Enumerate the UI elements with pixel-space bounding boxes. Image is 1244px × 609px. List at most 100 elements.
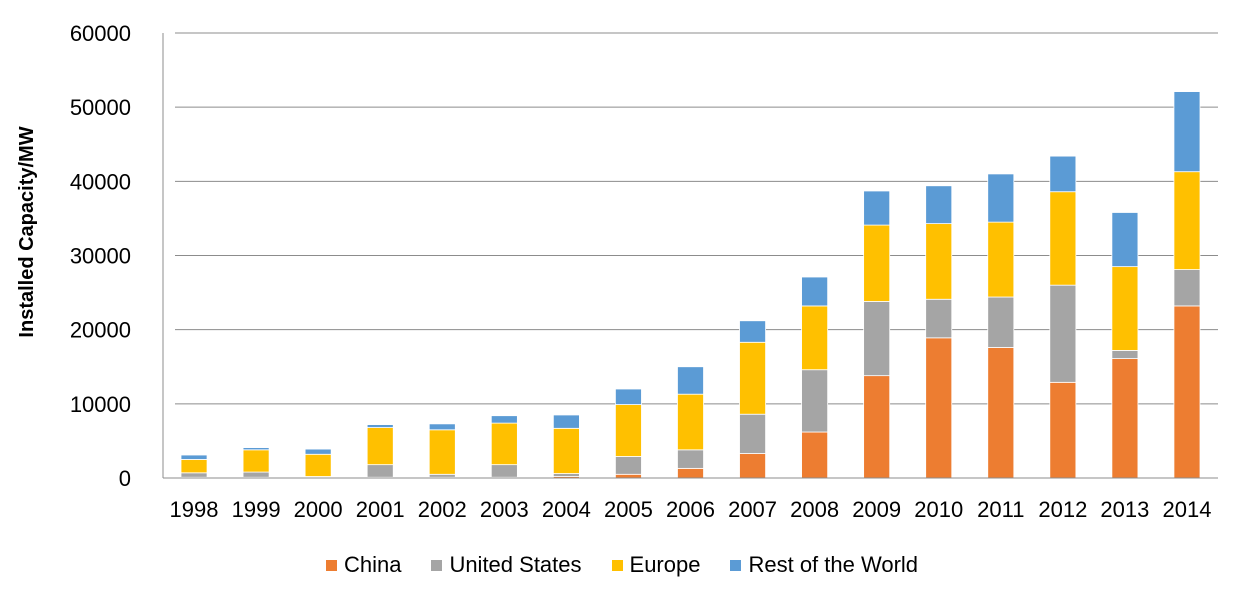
x-tick-label: 1998 — [170, 497, 219, 522]
x-tick-label: 2008 — [790, 497, 839, 522]
x-tick-label: 2012 — [1038, 497, 1087, 522]
bar-segment-rest-of-the-world — [366, 424, 394, 428]
bar-segment-europe — [801, 305, 829, 371]
bar-segment-europe — [739, 341, 766, 415]
bar-segment-united-states — [1049, 284, 1077, 383]
y-tick-label: 10000 — [70, 392, 131, 417]
bar-segment-united-states — [552, 473, 580, 477]
legend-swatch — [730, 559, 742, 571]
bar-segment-rest-of-the-world — [863, 190, 891, 226]
x-tick-label: 2013 — [1100, 497, 1149, 522]
bars — [180, 91, 1201, 479]
bar-segment-rest-of-the-world — [242, 447, 270, 451]
bar-segment-europe — [428, 429, 456, 475]
bar-segment-rest-of-the-world — [987, 173, 1015, 223]
y-tick-label: 60000 — [70, 21, 131, 46]
bar-segment-united-states — [987, 296, 1015, 348]
bar-segment-rest-of-the-world — [180, 454, 208, 460]
bar-segment-europe — [366, 427, 394, 466]
y-tick-label: 0 — [119, 466, 131, 491]
x-tick-label: 2014 — [1162, 497, 1211, 522]
bar-segment-europe — [242, 449, 270, 473]
bar-segment-europe — [490, 422, 518, 466]
legend: China United States Europe Rest of the Worl… — [0, 552, 1244, 578]
x-tick-label: 2001 — [356, 497, 405, 522]
bar-segment-europe — [987, 221, 1015, 298]
bar-segment-china — [1173, 305, 1201, 479]
bar-segment-china — [925, 337, 953, 479]
bar-segment-china — [1049, 381, 1077, 479]
bar-segment-rest-of-the-world — [739, 320, 766, 343]
bar-segment-china — [677, 467, 704, 479]
bar-segment-china — [739, 453, 766, 479]
bar-segment-united-states — [801, 369, 829, 433]
bar-segment-united-states — [925, 298, 953, 339]
y-tick-label: 40000 — [70, 169, 131, 194]
y-tick-label: 30000 — [70, 244, 131, 269]
x-tick-label: 2007 — [728, 497, 777, 522]
bar-segment-europe — [615, 404, 642, 457]
bar-segment-united-states — [1111, 350, 1139, 359]
bar-segment-united-states — [242, 471, 270, 478]
bar-segment-united-states — [428, 473, 456, 478]
y-tick-label: 50000 — [70, 95, 131, 120]
bar-segment-china — [615, 473, 642, 479]
bar-segment-united-states — [490, 464, 518, 478]
x-tick-label: 2009 — [852, 497, 901, 522]
bar-segment-rest-of-the-world — [801, 276, 829, 307]
bar-segment-china — [863, 375, 891, 479]
bar-segment-rest-of-the-world — [1173, 91, 1201, 173]
bar-segment-europe — [925, 223, 953, 300]
legend-label: China — [343, 552, 402, 577]
bar-segment-rest-of-the-world — [428, 423, 456, 431]
bar-segment-europe — [1111, 266, 1139, 351]
bar-segment-europe — [180, 459, 208, 474]
bar-segment-united-states — [366, 464, 394, 478]
x-tick-label: 2005 — [604, 497, 653, 522]
axes: 0 10000 20000 30000 40000 50000 60000 1998 1999 2… — [70, 21, 1218, 522]
bar-segment-united-states — [1173, 269, 1201, 307]
bar-segment-europe — [1049, 191, 1077, 286]
x-tick-label: 2006 — [666, 497, 715, 522]
x-tick-label: 2000 — [294, 497, 343, 522]
legend-swatch — [325, 559, 337, 571]
bar-segment-europe — [304, 453, 332, 477]
bar-segment-china — [1111, 358, 1139, 479]
bar-segment-rest-of-the-world — [490, 415, 518, 424]
legend-item: China — [325, 552, 402, 578]
bar-segment-rest-of-the-world — [925, 185, 953, 225]
bar-segment-united-states — [739, 413, 766, 454]
legend-item: United States — [431, 552, 582, 578]
bar-segment-europe — [677, 393, 704, 451]
bar-segment-rest-of-the-world — [1049, 155, 1077, 193]
bar-segment-united-states — [180, 472, 208, 478]
x-tick-label: 2010 — [914, 497, 963, 522]
bar-segment-united-states — [677, 449, 704, 469]
bar-segment-europe — [863, 224, 891, 302]
bar-segment-united-states — [863, 301, 891, 377]
x-tick-label: 2011 — [977, 497, 1024, 522]
x-tick-label: 2003 — [480, 497, 529, 522]
legend-item: Europe — [611, 552, 701, 578]
bar-segment-rest-of-the-world — [304, 448, 332, 455]
y-axis-title: Installed Capacity/MW — [16, 126, 38, 337]
gridlines — [175, 32, 1218, 405]
legend-swatch — [611, 559, 623, 571]
x-tick-label: 2002 — [418, 497, 467, 522]
bar-segment-rest-of-the-world — [615, 388, 642, 405]
legend-label: Europe — [629, 552, 701, 577]
bar-segment-rest-of-the-world — [552, 414, 580, 429]
x-tick-label: 2004 — [542, 497, 591, 522]
legend-swatch — [431, 559, 443, 571]
bar-segment-europe — [1173, 171, 1201, 270]
legend-label: Rest of the World — [748, 552, 919, 577]
legend-item: Rest of the World — [730, 552, 918, 578]
x-tick-label: 1999 — [232, 497, 281, 522]
bar-segment-united-states — [615, 456, 642, 475]
bar-segment-europe — [552, 427, 580, 474]
bar-segment-china — [801, 431, 829, 479]
bar-segment-china — [987, 347, 1015, 479]
legend-label: United States — [449, 552, 582, 577]
bar-segment-rest-of-the-world — [677, 366, 704, 395]
